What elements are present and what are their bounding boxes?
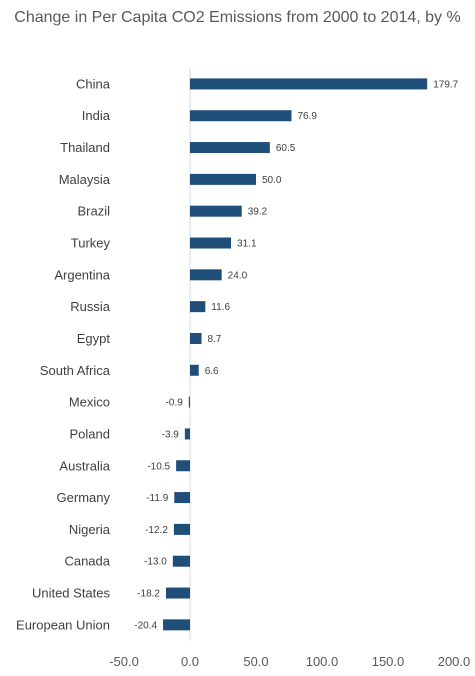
category-label: Australia bbox=[59, 458, 110, 473]
data-label: 76.9 bbox=[298, 111, 318, 122]
data-label: -11.9 bbox=[146, 493, 168, 504]
category-label: Malaysia bbox=[59, 172, 111, 187]
data-label: -12.2 bbox=[145, 525, 168, 536]
data-label: 31.1 bbox=[237, 239, 257, 250]
bar-0 bbox=[190, 78, 428, 90]
bar-9 bbox=[190, 364, 199, 376]
category-label: Brazil bbox=[77, 204, 110, 219]
bar-1 bbox=[190, 110, 292, 122]
x-tick-label: 200.0 bbox=[438, 654, 471, 669]
bar-7 bbox=[190, 301, 206, 313]
bar-6 bbox=[190, 269, 222, 281]
category-label: European Union bbox=[16, 617, 110, 632]
bar-10 bbox=[188, 396, 190, 408]
category-label: China bbox=[76, 76, 111, 91]
data-label: -13.0 bbox=[144, 557, 167, 568]
category-label: Russia bbox=[70, 299, 111, 314]
bar-5 bbox=[190, 237, 232, 249]
x-tick-label: 150.0 bbox=[372, 654, 405, 669]
bar-17 bbox=[163, 619, 190, 631]
bar-13 bbox=[174, 492, 190, 504]
data-label: 50.0 bbox=[262, 175, 282, 186]
category-label: South Africa bbox=[40, 363, 111, 378]
bar-3 bbox=[190, 173, 256, 185]
x-tick-label: 50.0 bbox=[243, 654, 268, 669]
bars-layer bbox=[163, 78, 428, 631]
data-label: 179.7 bbox=[433, 79, 458, 90]
bar-4 bbox=[190, 205, 242, 217]
x-tick-label: 100.0 bbox=[306, 654, 339, 669]
category-label: India bbox=[82, 108, 111, 123]
data-label: -3.9 bbox=[162, 429, 180, 440]
data-label: 8.7 bbox=[207, 334, 221, 345]
data-label: -10.5 bbox=[147, 461, 170, 472]
category-label: Poland bbox=[70, 426, 110, 441]
data-label: 60.5 bbox=[276, 143, 296, 154]
category-label: Thailand bbox=[60, 140, 110, 155]
category-label: Argentina bbox=[54, 267, 110, 282]
bar-16 bbox=[165, 587, 190, 599]
category-label: United States bbox=[32, 586, 111, 601]
bar-14 bbox=[173, 523, 190, 535]
category-label: Nigeria bbox=[69, 522, 111, 537]
chart-title: Change in Per Capita CO2 Emissions from … bbox=[14, 9, 461, 26]
bar-15 bbox=[172, 555, 190, 567]
data-label: -20.4 bbox=[134, 620, 157, 631]
category-label: Turkey bbox=[71, 236, 111, 251]
category-label: Canada bbox=[64, 554, 110, 569]
category-label: Egypt bbox=[77, 331, 111, 346]
bar-12 bbox=[176, 460, 190, 472]
data-label: -18.2 bbox=[137, 589, 160, 600]
x-tick-label: 0.0 bbox=[181, 654, 199, 669]
category-label: Mexico bbox=[69, 395, 110, 410]
labels-layer: China 179.7 India 76.9 Thailand 60.5 Malaysia 5… bbox=[16, 76, 470, 669]
bar-11 bbox=[184, 428, 190, 440]
data-label: 6.6 bbox=[205, 366, 219, 377]
data-label: 11.6 bbox=[211, 302, 230, 313]
data-label: 24.0 bbox=[228, 270, 248, 281]
data-label: -0.9 bbox=[166, 398, 184, 409]
bar-2 bbox=[190, 142, 270, 154]
x-tick-label: -50.0 bbox=[109, 654, 139, 669]
category-label: Germany bbox=[57, 490, 111, 505]
data-label: 39.2 bbox=[248, 207, 268, 218]
bar-8 bbox=[190, 332, 202, 344]
